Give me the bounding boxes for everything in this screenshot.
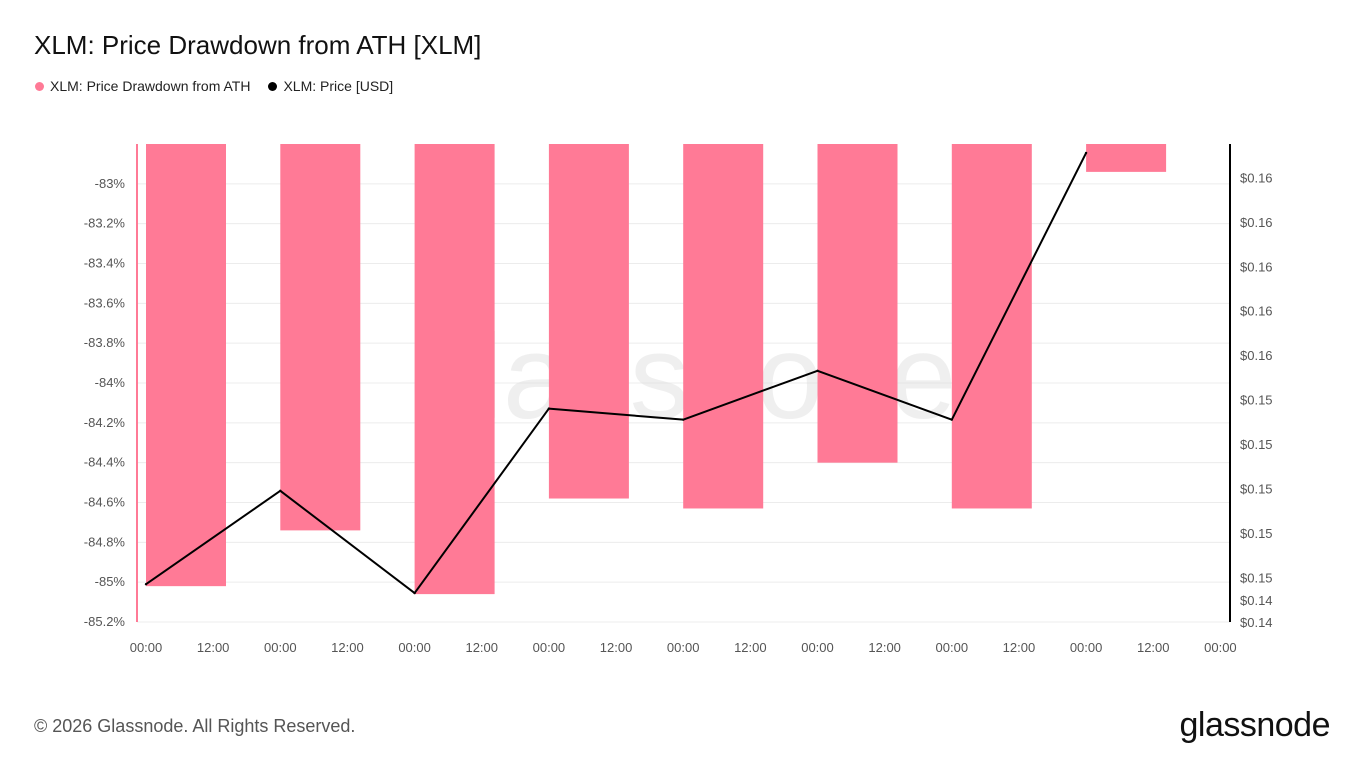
x-tick-label: 00:00 [1070,640,1103,655]
legend-dot-drawdown [35,81,44,91]
y-right-tick-label: $0.15 [1240,526,1273,541]
glassnode-logo[interactable]: glassnode [1179,706,1330,744]
y-right-tick-label: $0.16 [1240,170,1273,185]
drawdown-bar [548,144,629,499]
y-right-tick-label: $0.15 [1240,571,1273,586]
y-left-tick-label: -84% [95,375,126,390]
y-left-tick-label: -84.2% [84,415,126,430]
axes-layer: -83% -83.2% -83.4% -83.6% -83.8% -84% -84.2% -8… [84,144,1273,655]
x-tick-label: 00:00 [667,640,700,655]
price-point [547,407,551,410]
price-line [145,152,1087,595]
price-point [950,418,953,421]
x-tick-label: 12:00 [197,640,230,655]
x-tick-label: 00:00 [398,640,431,655]
x-tick-label: 12:00 [734,640,767,655]
drawdown-bar [280,144,361,531]
x-tick-label: 00:00 [1204,640,1237,655]
price-point [1084,151,1088,155]
drawdown-bar [683,144,764,509]
x-tick-label: 12:00 [868,640,901,655]
price-point [279,489,282,493]
x-tick-label: 00:00 [801,640,834,655]
y-left-tick-label: -83.4% [84,256,126,271]
footer-copyright: © 2026 Glassnode. All Rights Reserved. [34,716,356,736]
y-left-tick-label: -83.8% [84,335,126,350]
y-right-tick-label: $0.15 [1240,437,1273,452]
legend-label-drawdown: XLM: Price Drawdown from ATH [50,78,251,94]
drawdown-bar [951,144,1032,509]
line-layer [144,151,1088,595]
y-left-tick-label: -83.6% [84,295,126,310]
x-tick-label: 00:00 [533,640,566,655]
y-right-tick-label: $0.14 [1240,615,1273,630]
y-right-tick-label: $0.16 [1240,348,1273,363]
legend-item-price[interactable]: XLM: Price [USD] [268,78,393,94]
drawdown-bar [817,144,898,463]
x-tick-label: 12:00 [600,640,633,655]
y-left-tick-label: -83% [95,176,126,191]
legend: XLM: Price Drawdown from ATH XLM: Price … [35,78,393,94]
y-right-tick-label: $0.16 [1240,215,1273,230]
x-tick-label: 00:00 [130,640,163,655]
bars-layer [146,144,1167,595]
legend-label-price: XLM: Price [USD] [283,78,394,94]
y-right-tick-label: $0.15 [1240,393,1273,408]
drawdown-bar [146,144,226,587]
x-tick-label: 00:00 [936,640,969,655]
x-tick-label: 12:00 [1003,640,1036,655]
y-left-tick-label: -85.2% [84,614,126,629]
price-point [144,583,148,586]
y-right-tick-label: $0.16 [1240,259,1273,274]
chart-area: glassnode -83%-83.2%-83.4%-83.6%-83.8%-8… [84,144,1273,655]
x-tick-label: 12:00 [465,640,498,655]
legend-dot-price [268,81,278,91]
x-tick-label: 12:00 [1137,640,1170,655]
price-point [682,418,685,421]
x-tick-label: 00:00 [264,640,297,655]
y-right-tick-label: $0.15 [1240,482,1273,497]
y-left-tick-label: -83.2% [84,216,126,231]
y-left-tick-label: -84.8% [84,534,126,549]
chart-title: XLM: Price Drawdown from ATH [XLM] [34,30,482,60]
y-right-tick-label: $0.16 [1240,304,1273,319]
legend-item-drawdown[interactable]: XLM: Price Drawdown from ATH [35,78,250,94]
drawdown-bar [1086,144,1167,172]
x-tick-label: 12:00 [331,640,364,655]
y-right-tick-label: $0.14 [1240,593,1273,608]
price-point [816,369,819,372]
price-point [413,591,416,595]
y-left-tick-label: -85% [95,574,126,589]
y-left-tick-label: -84.6% [84,495,126,510]
y-left-tick-label: -84.4% [84,455,126,470]
drawdown-bar [414,144,495,595]
